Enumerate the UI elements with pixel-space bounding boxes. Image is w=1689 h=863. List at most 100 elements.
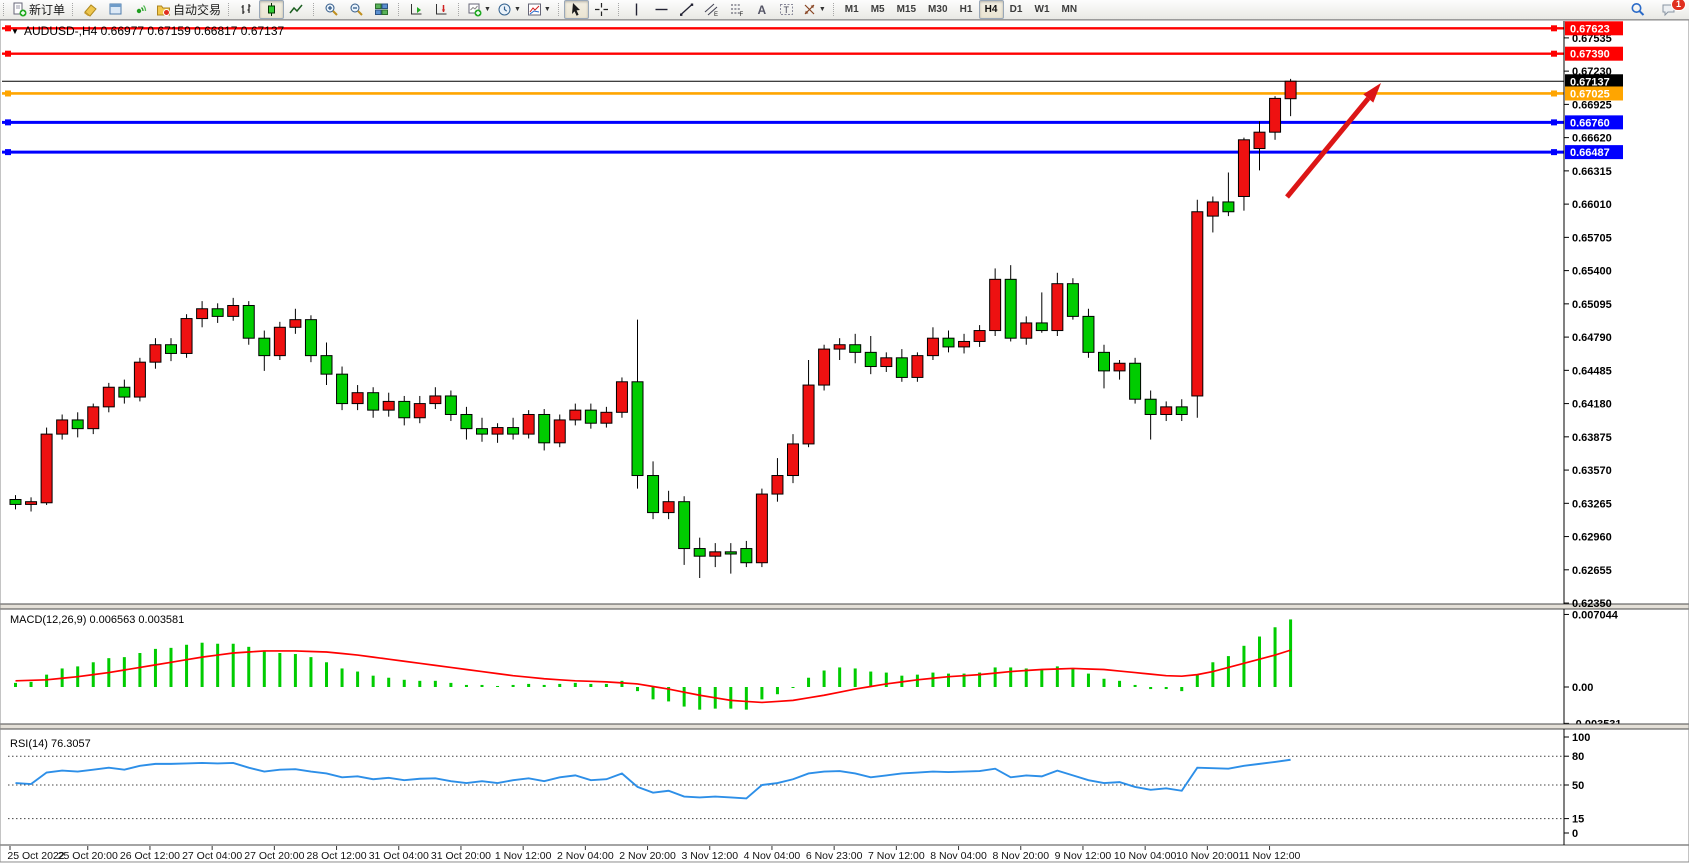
crosshair-button[interactable] bbox=[589, 0, 614, 19]
chart-title-marker-icon[interactable]: ▼ bbox=[11, 27, 19, 36]
hline-handle[interactable] bbox=[1551, 119, 1557, 126]
arrow-line[interactable] bbox=[1285, 96, 1371, 199]
chart-shift-button[interactable] bbox=[429, 0, 454, 19]
hline-handle[interactable] bbox=[1551, 90, 1557, 97]
vline-icon bbox=[629, 2, 644, 17]
line-chart-button[interactable] bbox=[284, 0, 309, 19]
svg-text:A: A bbox=[757, 3, 766, 17]
tf-m5-button[interactable]: M5 bbox=[865, 0, 891, 19]
chevron-down-icon: ▼ bbox=[513, 6, 521, 13]
channel-icon: E bbox=[704, 2, 719, 17]
hline-handle[interactable] bbox=[1551, 149, 1557, 156]
chevron-down-icon: ▼ bbox=[818, 6, 826, 13]
rsi-label: RSI(14) 76.3057 bbox=[10, 738, 91, 750]
zoom-in-button[interactable] bbox=[319, 0, 344, 19]
new-chart-button[interactable]: ▼ bbox=[464, 0, 494, 19]
vertical-line-button[interactable] bbox=[624, 0, 649, 19]
tf-w1-button[interactable]: W1 bbox=[1029, 0, 1056, 19]
arrows-button[interactable]: ▼ bbox=[799, 0, 829, 19]
hline-handle[interactable] bbox=[5, 90, 11, 97]
equidistant-channel-button[interactable]: E bbox=[699, 0, 724, 19]
time-axis-label: 8 Nov 20:00 bbox=[992, 850, 1049, 862]
toolbar-group-pointer bbox=[557, 0, 617, 19]
zoom-in-icon bbox=[324, 2, 339, 17]
hline-handle[interactable] bbox=[5, 50, 11, 57]
tile-windows-button[interactable] bbox=[369, 0, 394, 19]
auto-scroll-button[interactable] bbox=[404, 0, 429, 19]
notifications-button[interactable]: 1 bbox=[1656, 0, 1686, 19]
time-axis-label: 31 Oct 20:00 bbox=[431, 850, 491, 862]
tf-m1-button[interactable]: M1 bbox=[839, 0, 865, 19]
price-tick-label: 0.62655 bbox=[1572, 565, 1612, 577]
price-badge-label: 0.66760 bbox=[1570, 117, 1610, 129]
new-chart-icon bbox=[467, 2, 482, 17]
search-button[interactable] bbox=[1625, 0, 1650, 19]
toolbar: 新订单 自动交易 ▼ ▼ ▼ E F A T ▼ M1 M5 M15 M30 H1 H4 D1 W1 MN 1 bbox=[0, 0, 1689, 20]
toolbar-group-draw-objects: E F A T ▼ bbox=[617, 0, 832, 19]
axes[interactable]: 0.675350.672300.669250.666200.663150.660… bbox=[0, 20, 1689, 862]
trendline-button[interactable] bbox=[674, 0, 699, 19]
time-axis-label: 3 Nov 12:00 bbox=[681, 850, 738, 862]
candlestick-chart-button[interactable] bbox=[259, 0, 285, 19]
text-button[interactable]: A bbox=[749, 0, 774, 19]
price-tick-label: 0.66620 bbox=[1572, 133, 1612, 145]
hline-handle[interactable] bbox=[5, 119, 11, 126]
signal-icon bbox=[133, 2, 148, 17]
tf-m30-button[interactable]: M30 bbox=[922, 0, 953, 19]
new-order-button[interactable]: 新订单 bbox=[9, 0, 68, 19]
price-badge bbox=[1565, 46, 1623, 61]
autotrading-button[interactable]: 自动交易 bbox=[153, 0, 224, 19]
hline-handle[interactable] bbox=[1551, 25, 1557, 32]
tf-h4-button[interactable]: H4 bbox=[978, 0, 1004, 19]
tf-mn-button-label: MN bbox=[1061, 4, 1078, 15]
time-axis-label: 6 Nov 23:00 bbox=[806, 850, 863, 862]
periods-button[interactable]: ▼ bbox=[494, 0, 524, 19]
bar-chart-button[interactable] bbox=[234, 0, 259, 19]
horizontal-line-objects[interactable] bbox=[2, 25, 1564, 156]
tf-m15-button-label: M15 bbox=[896, 4, 917, 15]
hline-handle[interactable] bbox=[1551, 50, 1557, 57]
toolbar-group-zoom bbox=[312, 0, 397, 19]
tf-h1-button[interactable]: H1 bbox=[954, 0, 979, 19]
fibonacci-button[interactable]: F bbox=[724, 0, 749, 19]
price-badge bbox=[1565, 145, 1623, 160]
arrows-icon bbox=[802, 2, 817, 17]
price-tick-label: 0.64485 bbox=[1572, 365, 1612, 377]
line-chart-icon bbox=[289, 2, 304, 17]
tf-m15-button[interactable]: M15 bbox=[891, 0, 922, 19]
eraser-button[interactable] bbox=[78, 0, 103, 19]
chart-plot-area[interactable] bbox=[0, 20, 1564, 604]
tf-mn-button[interactable]: MN bbox=[1056, 0, 1084, 19]
window-icon bbox=[108, 2, 123, 17]
tile-windows-icon bbox=[374, 2, 389, 17]
tf-d1-button[interactable]: D1 bbox=[1004, 0, 1029, 19]
price-badge-label: 0.67623 bbox=[1570, 23, 1610, 35]
hline-handle[interactable] bbox=[5, 149, 11, 156]
market-window-button[interactable] bbox=[103, 0, 128, 19]
notification-badge: 1 bbox=[1671, 0, 1686, 11]
tf-w1-button-label: W1 bbox=[1034, 4, 1050, 15]
text-icon: A bbox=[754, 2, 769, 17]
price-badge bbox=[1565, 115, 1623, 130]
cursor-button[interactable] bbox=[563, 0, 589, 19]
templates-button[interactable]: ▼ bbox=[524, 0, 554, 19]
signals-button[interactable] bbox=[128, 0, 153, 19]
zoom-out-button[interactable] bbox=[344, 0, 369, 19]
chart-shift-icon bbox=[434, 2, 449, 17]
time-axis-label: 10 Nov 20:00 bbox=[1176, 850, 1239, 862]
horizontal-line-button[interactable] bbox=[649, 0, 674, 19]
trend-arrow-object[interactable] bbox=[1285, 83, 1381, 199]
time-axis-label: 11 Nov 12:00 bbox=[1239, 850, 1301, 862]
price-tick-label: 0.66010 bbox=[1572, 199, 1612, 211]
rsi-panel: 100 80 50 15 0 bbox=[8, 732, 1590, 840]
cursor-icon bbox=[569, 2, 584, 17]
hline-handle[interactable] bbox=[5, 25, 11, 32]
time-axis-label: 31 Oct 04:00 bbox=[369, 850, 429, 862]
macd-axis-label: 0.007044 bbox=[1572, 609, 1619, 621]
time-axis-label: 28 Oct 12:00 bbox=[306, 850, 366, 862]
label-button[interactable]: T bbox=[774, 0, 799, 19]
eraser-icon bbox=[83, 2, 98, 17]
price-tick-label: 0.62350 bbox=[1572, 598, 1612, 610]
arrow-head[interactable] bbox=[1363, 83, 1381, 103]
